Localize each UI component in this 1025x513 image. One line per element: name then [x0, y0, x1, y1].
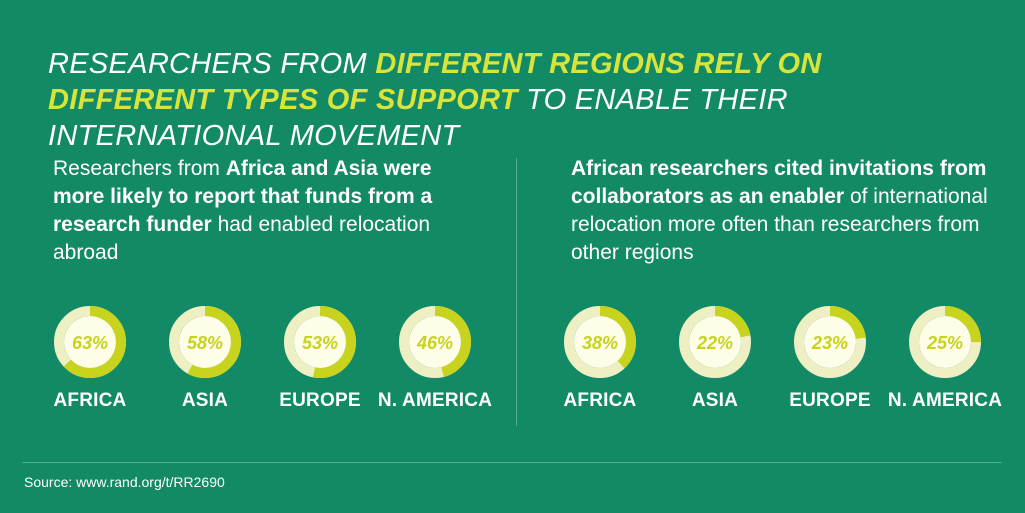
- donut-item: 63% AFRICA: [25, 302, 155, 412]
- source-note: Source: www.rand.org/t/RR2690: [24, 474, 225, 490]
- donut-ring: 25%: [909, 306, 981, 378]
- infographic-title: RESEARCHERS FROM DIFFERENT REGIONS RELY …: [48, 46, 988, 154]
- donut-value-arc: [169, 306, 241, 378]
- donut-value-arc: [54, 306, 126, 378]
- right-text-plain: of international relocation more often t…: [571, 185, 988, 264]
- horizontal-divider: [22, 462, 1002, 463]
- left-text-plain-1: Researchers from: [53, 157, 226, 180]
- donut-item: 53% EUROPE: [255, 302, 385, 412]
- donut-item: 22% ASIA: [650, 302, 780, 412]
- donut-category-label: ASIA: [691, 390, 739, 411]
- donut-category-label: EUROPE: [789, 390, 871, 411]
- donut-category-label: EUROPE: [279, 390, 361, 411]
- donut-category-label: N. AMERICA: [887, 390, 1003, 411]
- donut-value-label: 23%: [811, 333, 848, 353]
- donut-value-arc: [284, 306, 356, 378]
- donut-ring: 38%: [564, 306, 636, 378]
- donut-center: [919, 316, 971, 368]
- donut-item: 23% EUROPE: [765, 302, 895, 412]
- donut-category-label: N. AMERICA: [377, 390, 493, 411]
- title-segment-plain-1: RESEARCHERS FROM: [48, 48, 376, 80]
- donut-center: [689, 316, 741, 368]
- vertical-divider: [516, 158, 517, 426]
- donut-value-label: 22%: [696, 333, 733, 353]
- donut-center: [294, 316, 346, 368]
- donut-ring: 46%: [399, 306, 471, 378]
- donut-ring: 53%: [284, 306, 356, 378]
- right-panel-description: African researchers cited invitations fr…: [571, 155, 991, 267]
- right-text-bold: African researchers cited invitations fr…: [571, 157, 987, 208]
- donut-category-label: AFRICA: [563, 390, 637, 411]
- donut-center: [179, 316, 231, 368]
- donut-center: [409, 316, 461, 368]
- donut-item: 58% ASIA: [140, 302, 270, 412]
- donut-center: [574, 316, 626, 368]
- donut-value-label: 25%: [926, 333, 963, 353]
- donut-item: 46% N. AMERICA: [370, 302, 500, 412]
- left-donut-chart: 63% AFRICA 58% ASIA 53% EUROPE 46% N. AMERICA: [20, 302, 510, 422]
- donut-value-arc: [399, 306, 471, 378]
- donut-value-label: 46%: [416, 333, 453, 353]
- right-donut-chart: 38% AFRICA 22% ASIA 23% EUROPE 25% N. AMERICA: [530, 302, 1020, 422]
- donut-value-arc: [564, 306, 636, 378]
- donut-category-label: AFRICA: [53, 390, 127, 411]
- donut-value-arc: [909, 306, 981, 378]
- left-panel-description: Researchers from Africa and Asia were mo…: [53, 155, 453, 267]
- donut-center: [64, 316, 116, 368]
- donut-item: 25% N. AMERICA: [880, 302, 1010, 412]
- donut-category-label: ASIA: [181, 390, 229, 411]
- donut-ring: 22%: [679, 306, 751, 378]
- title-segment-highlight: DIFFERENT REGIONS RELY ON DIFFERENT TYPE…: [48, 48, 822, 116]
- donut-value-arc: [794, 306, 866, 378]
- donut-value-label: 38%: [582, 333, 618, 353]
- left-text-plain-2: had enabled relocation abroad: [53, 213, 431, 264]
- donut-ring: 23%: [794, 306, 866, 378]
- donut-value-label: 58%: [187, 333, 223, 353]
- donut-ring: 58%: [169, 306, 241, 378]
- donut-item: 38% AFRICA: [535, 302, 665, 412]
- donut-value-label: 63%: [72, 333, 108, 353]
- donut-ring: 63%: [54, 306, 126, 378]
- donut-center: [804, 316, 856, 368]
- donut-value-arc: [679, 306, 751, 378]
- donut-value-label: 53%: [302, 333, 338, 353]
- left-text-bold: Africa and Asia were more likely to repo…: [53, 157, 433, 236]
- title-segment-plain-2: TO ENABLE THEIR INTERNATIONAL MOVEMENT: [48, 84, 788, 152]
